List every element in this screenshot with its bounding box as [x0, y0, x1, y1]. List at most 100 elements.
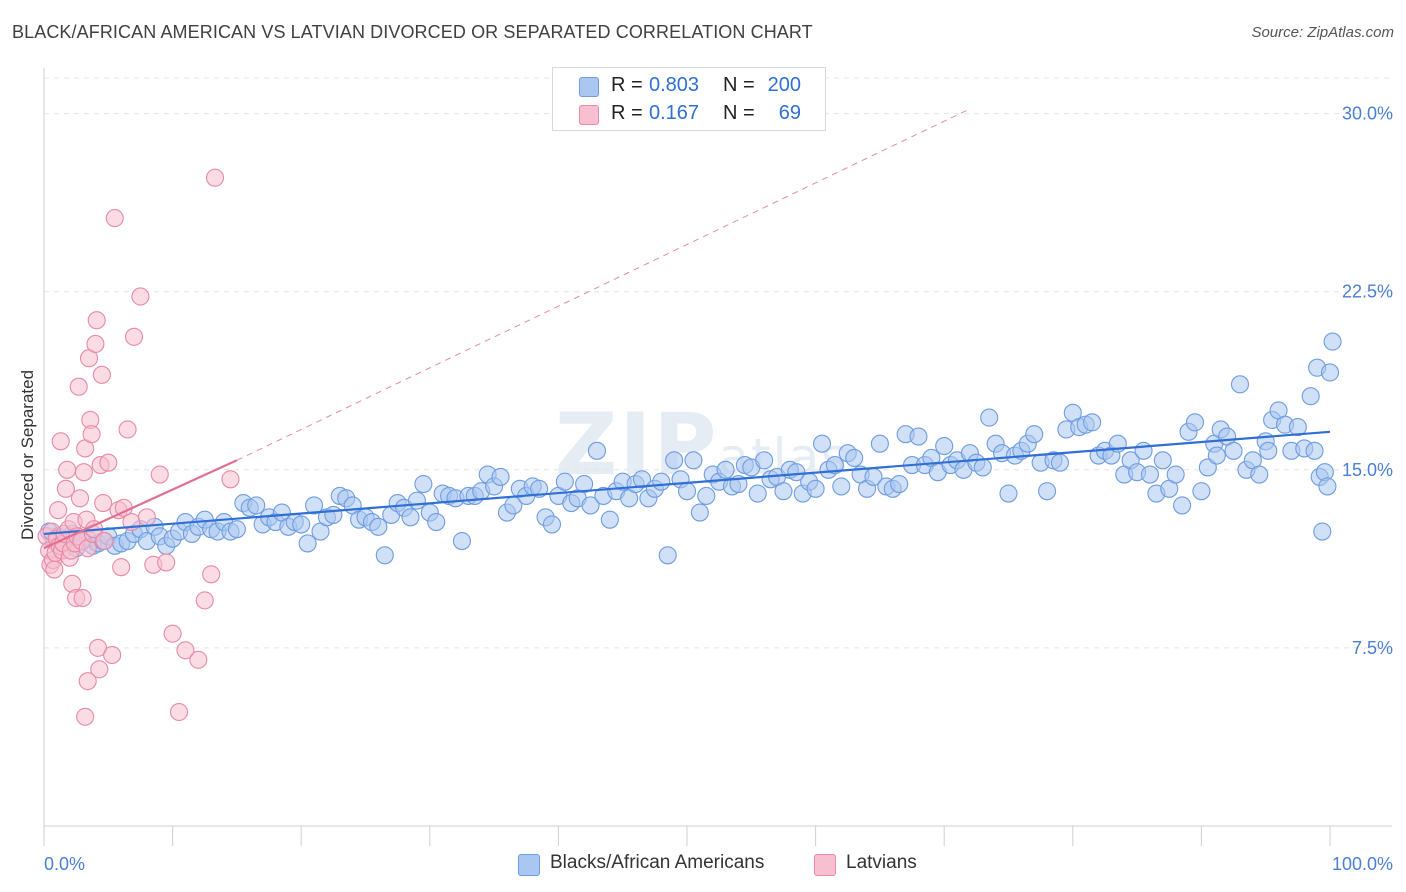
- point-blacks: [324, 505, 343, 524]
- series-swatch-pink: [814, 854, 836, 876]
- trend-line-latvians-extended: [236, 108, 971, 461]
- point-latvians: [87, 311, 106, 330]
- point-latvians: [86, 334, 105, 354]
- point-blacks: [1318, 477, 1337, 496]
- legend-row-blacks: R = 0.803 N = 200: [553, 74, 825, 102]
- point-blacks: [697, 486, 716, 505]
- grid-lines: [44, 77, 1392, 649]
- point-latvians: [92, 365, 111, 384]
- point-latvians: [94, 494, 113, 513]
- point-latvians: [105, 209, 124, 228]
- point-blacks: [1320, 363, 1340, 382]
- point-blacks: [890, 475, 909, 494]
- point-latvians: [205, 168, 225, 187]
- point-blacks: [665, 451, 684, 470]
- point-blacks: [530, 479, 549, 498]
- y-tick-label: 22.5%: [1342, 282, 1393, 302]
- legend-r-label: R =: [611, 102, 643, 124]
- point-blacks: [298, 534, 317, 553]
- point-blacks: [1025, 425, 1044, 444]
- point-blacks: [935, 437, 954, 456]
- legend-n-label: N =: [723, 74, 755, 96]
- point-blacks: [1134, 441, 1153, 460]
- point-blacks: [632, 470, 652, 489]
- point-blacks: [1288, 418, 1307, 437]
- point-latvians: [163, 624, 182, 643]
- point-latvians: [176, 641, 195, 660]
- y-tick-label: 30.0%: [1342, 104, 1393, 124]
- point-latvians: [157, 553, 176, 572]
- point-blacks: [973, 458, 992, 477]
- point-latvians: [76, 707, 95, 726]
- point-blacks: [427, 513, 446, 532]
- point-blacks: [832, 477, 851, 496]
- legend-swatch-blue: [579, 77, 599, 97]
- x-tick-label: 100.0%: [1332, 854, 1393, 874]
- point-blacks: [658, 546, 677, 565]
- point-blacks: [1305, 441, 1324, 460]
- point-latvians: [189, 650, 208, 669]
- point-blacks: [1083, 413, 1102, 432]
- point-latvians: [131, 287, 150, 306]
- point-blacks: [806, 479, 825, 498]
- point-latvians: [45, 560, 64, 579]
- point-latvians: [49, 501, 68, 520]
- point-latvians: [56, 479, 75, 498]
- point-blacks: [909, 427, 928, 446]
- point-blacks: [414, 475, 433, 494]
- point-blacks: [575, 475, 594, 494]
- y-tick-label: 15.0%: [1342, 460, 1393, 480]
- point-blacks: [684, 451, 703, 470]
- legend-r-value: 0.167: [649, 102, 700, 124]
- point-latvians: [73, 588, 92, 608]
- axis-labels: 7.5% 15.0% 22.5% 30.0% 0.0% 100.0% Divorced or…: [18, 104, 1393, 874]
- point-blacks: [1173, 496, 1192, 515]
- point-blacks: [452, 531, 472, 551]
- point-blacks: [1323, 332, 1342, 351]
- legend-row-latvians: R = 0.167 N = 69: [553, 102, 825, 130]
- legend-n-value: 69: [778, 102, 801, 124]
- point-blacks: [1153, 451, 1172, 470]
- point-blacks: [1166, 465, 1185, 484]
- point-latvians: [221, 470, 240, 489]
- trend-line-blacks: [43, 430, 1331, 536]
- point-latvians: [118, 420, 137, 439]
- y-axis-label: Divorced or Separated: [18, 370, 37, 540]
- point-blacks: [677, 482, 697, 501]
- point-latvians: [95, 531, 114, 551]
- point-latvians: [82, 425, 101, 444]
- point-latvians: [99, 453, 118, 472]
- point-latvians: [69, 377, 88, 396]
- y-tick-label: 7.5%: [1352, 638, 1393, 658]
- correlation-legend: R = 0.803 N = 200 R = 0.167 N = 69: [552, 67, 826, 131]
- point-latvians: [51, 432, 70, 451]
- point-blacks: [247, 496, 266, 515]
- legend-r-value: 0.803: [649, 74, 700, 96]
- point-latvians: [195, 591, 214, 610]
- point-blacks: [1140, 465, 1160, 484]
- point-blacks: [369, 517, 388, 536]
- axes: [43, 68, 1392, 846]
- point-latvians: [137, 508, 156, 527]
- point-blacks: [774, 482, 793, 501]
- series-swatch-blue: [518, 854, 540, 876]
- point-latvians: [124, 327, 144, 346]
- point-latvians: [169, 702, 189, 722]
- point-blacks: [748, 484, 767, 503]
- point-blacks: [690, 503, 709, 522]
- legend-r-label: R =: [611, 74, 643, 96]
- point-blacks: [812, 434, 832, 453]
- point-blacks: [652, 472, 671, 491]
- series-label: Latvians: [846, 852, 917, 873]
- point-blacks: [999, 484, 1018, 503]
- point-latvians: [150, 465, 169, 484]
- point-blacks: [292, 515, 311, 534]
- legend-swatch-pink: [579, 105, 599, 125]
- point-latvians: [88, 638, 108, 657]
- point-blacks: [401, 508, 420, 527]
- point-blacks: [787, 463, 806, 482]
- point-blacks: [870, 434, 889, 453]
- point-blacks: [1192, 482, 1211, 501]
- point-blacks: [980, 408, 999, 427]
